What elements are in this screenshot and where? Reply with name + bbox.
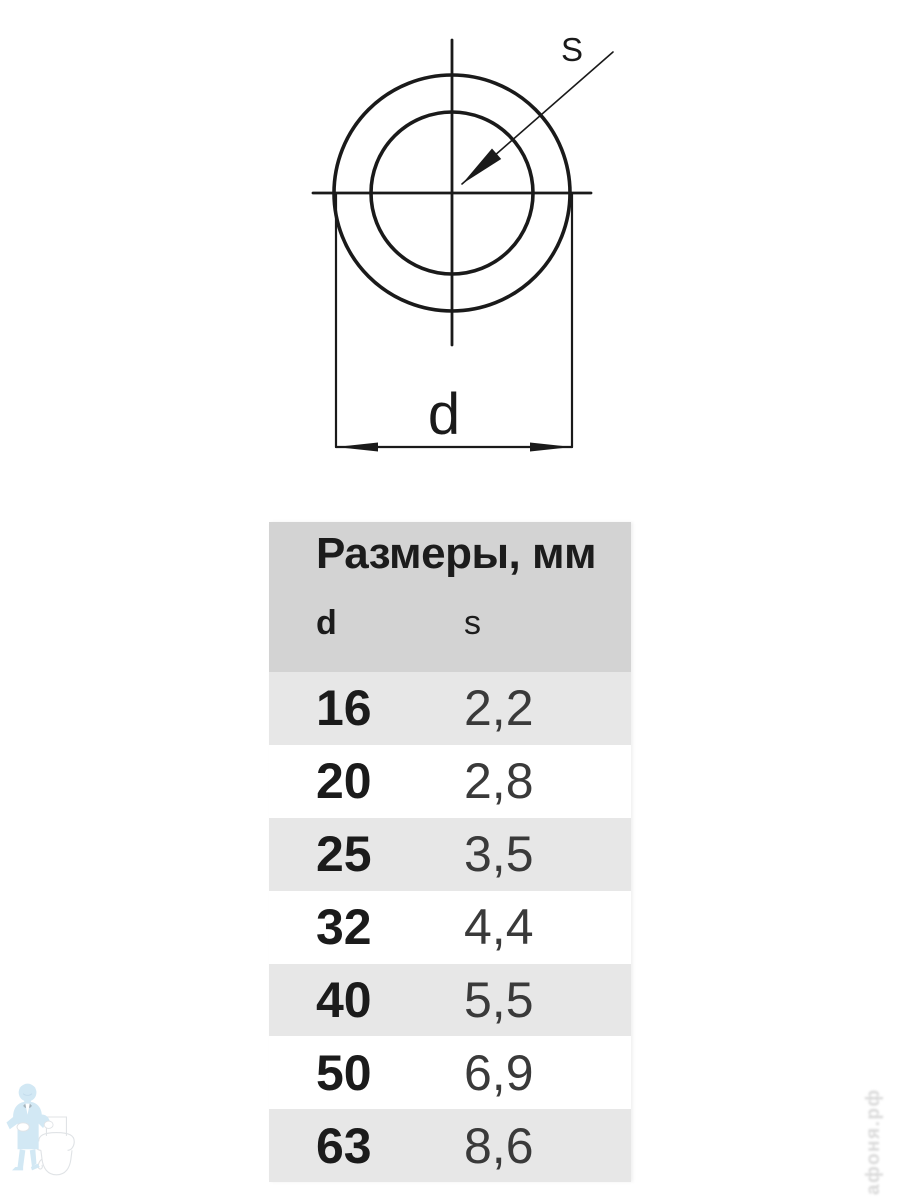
svg-text:d: d (428, 382, 460, 447)
svg-text:S: S (561, 31, 583, 68)
